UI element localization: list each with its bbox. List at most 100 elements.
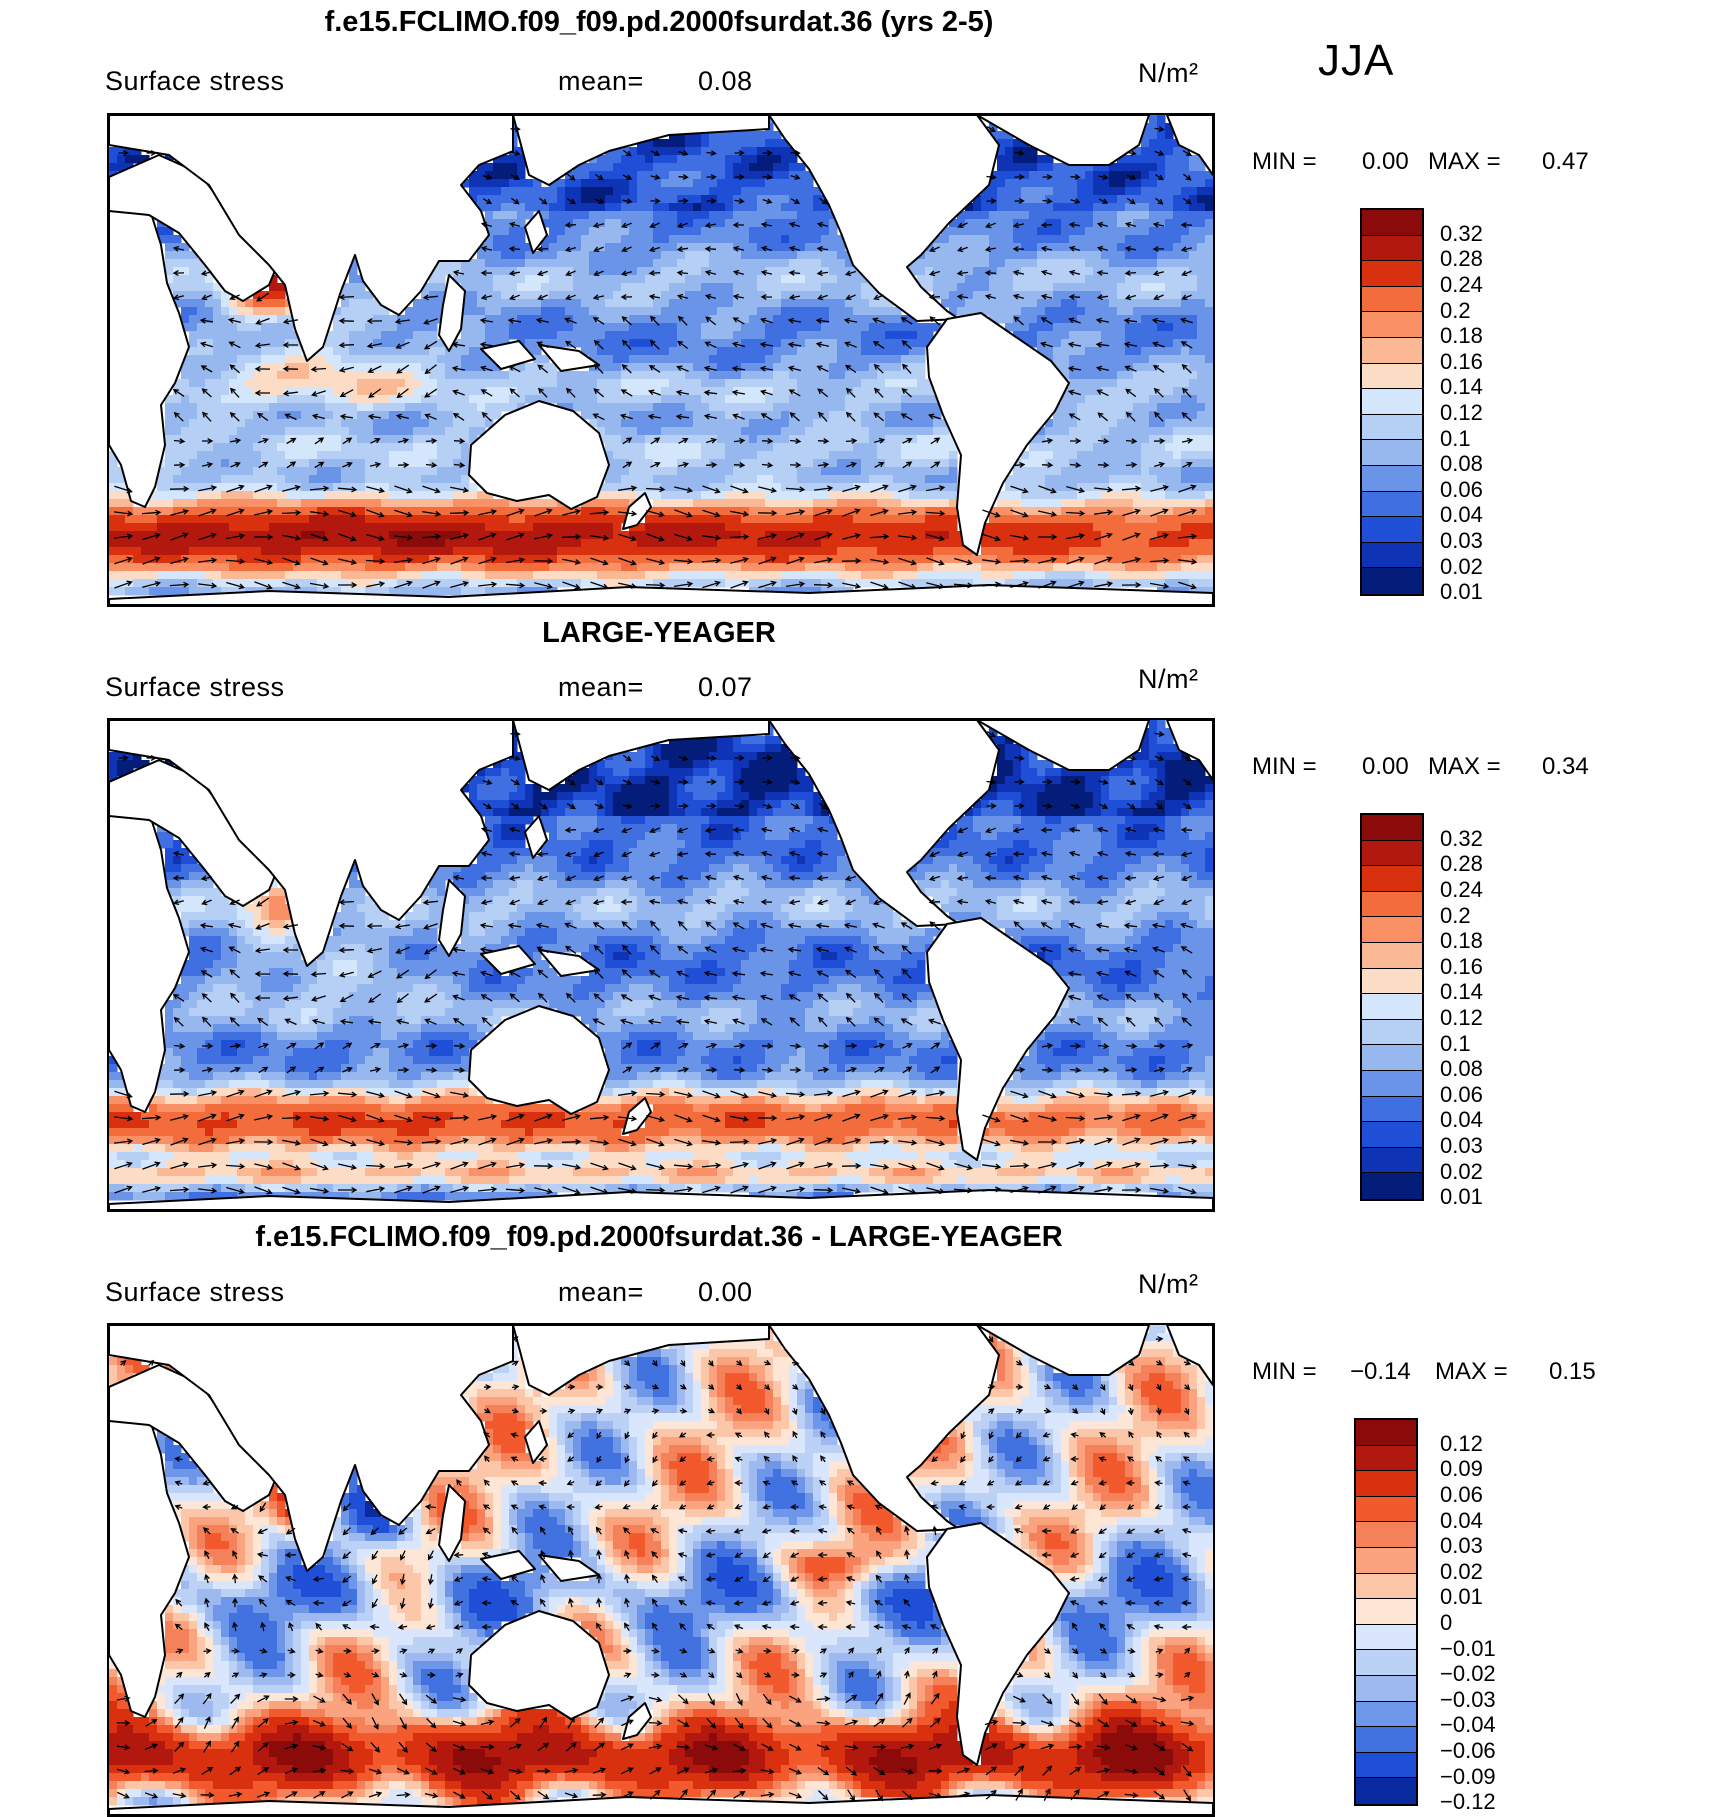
colorbar-swatch [1356,1702,1416,1728]
colorbar-tick-label: 0.03 [1440,1133,1483,1159]
panel-3-map-canvas [109,1325,1213,1815]
colorbar-swatch [1362,236,1422,262]
colorbar-swatch [1356,1650,1416,1676]
colorbar-tick-label: 0.02 [1440,1559,1483,1585]
colorbar-swatch [1362,815,1422,841]
panel-1-map-canvas [109,115,1213,605]
panel-2-min-label: MIN = [1252,753,1317,781]
colorbar-swatch [1356,1522,1416,1548]
colorbar-swatch [1356,1446,1416,1472]
colorbar-tick-label: −0.03 [1440,1687,1496,1713]
colorbar-tick-label: 0.18 [1440,323,1483,349]
panel-2-colorbar [1360,813,1424,1201]
colorbar-swatch [1362,892,1422,918]
colorbar-swatch [1356,1753,1416,1779]
colorbar-tick-label: 0.08 [1440,451,1483,477]
colorbar-tick-label: 0.32 [1440,221,1483,247]
colorbar-tick-label: −0.02 [1440,1661,1496,1687]
colorbar-tick-label: 0.12 [1440,400,1483,426]
colorbar-swatch [1356,1471,1416,1497]
colorbar-swatch [1356,1420,1416,1446]
panel-1-field-label: Surface stress [105,66,285,97]
colorbar-tick-label: 0.06 [1440,1082,1483,1108]
colorbar-tick-label: 0.18 [1440,928,1483,954]
colorbar-tick-label: 0 [1440,1610,1452,1636]
panel-3-mean-label: mean= [558,1277,644,1308]
panel-3-min-label: MIN = [1252,1358,1317,1386]
colorbar-swatch [1356,1599,1416,1625]
colorbar-swatch [1356,1548,1416,1574]
colorbar-tick-label: 0.09 [1440,1456,1483,1482]
panel-3-colorbar [1354,1418,1418,1806]
colorbar-tick-label: 0.04 [1440,1107,1483,1133]
colorbar-tick-label: 0.16 [1440,349,1483,375]
colorbar-tick-label: −0.12 [1440,1789,1496,1815]
panel-3-max-value: 0.15 [1549,1358,1596,1386]
colorbar-swatch [1362,338,1422,364]
colorbar-swatch [1356,1676,1416,1702]
colorbar-swatch [1362,1097,1422,1123]
panel-1-mean-label: mean= [558,66,644,97]
colorbar-swatch [1362,389,1422,415]
panel-1-colorbar [1360,208,1424,596]
panel-3-units: N/m² [1138,1269,1198,1300]
panel-1-max-value: 0.47 [1542,148,1589,176]
panel-3-max-label: MAX = [1435,1358,1508,1386]
colorbar-swatch [1356,1727,1416,1753]
colorbar-tick-label: 0.08 [1440,1056,1483,1082]
colorbar-tick-label: 0.02 [1440,1159,1483,1185]
colorbar-swatch [1362,994,1422,1020]
colorbar-tick-label: 0.01 [1440,1184,1483,1210]
colorbar-tick-label: 0.24 [1440,877,1483,903]
colorbar-swatch [1362,866,1422,892]
colorbar-tick-label: −0.06 [1440,1738,1496,1764]
panel-1-mean-value: 0.08 [698,66,753,97]
colorbar-tick-label: 0.04 [1440,502,1483,528]
colorbar-tick-label: 0.1 [1440,1031,1471,1057]
colorbar-swatch [1356,1497,1416,1523]
colorbar-tick-label: 0.24 [1440,272,1483,298]
colorbar-tick-label: 0.03 [1440,1533,1483,1559]
colorbar-tick-label: 0.2 [1440,298,1471,324]
colorbar-tick-label: 0.12 [1440,1005,1483,1031]
colorbar-tick-label: −0.04 [1440,1712,1496,1738]
panel-2-title: LARGE-YEAGER [542,617,776,650]
panel-2-max-value: 0.34 [1542,753,1589,781]
panel-2-min-value: 0.00 [1362,753,1409,781]
colorbar-swatch [1362,841,1422,867]
colorbar-swatch [1362,440,1422,466]
panel-3-min-value: −0.14 [1350,1358,1411,1386]
colorbar-swatch [1362,466,1422,492]
colorbar-swatch [1362,543,1422,569]
colorbar-tick-label: 0.32 [1440,826,1483,852]
panel-1-units: N/m² [1138,58,1198,89]
colorbar-swatch [1362,568,1422,594]
colorbar-swatch [1362,1173,1422,1199]
season-label: JJA [1318,36,1394,86]
colorbar-tick-label: 0.12 [1440,1431,1483,1457]
panel-1-min-label: MIN = [1252,148,1317,176]
colorbar-swatch [1356,1625,1416,1651]
colorbar-swatch [1362,1071,1422,1097]
panel-1-title: f.e15.FCLIMO.f09_f09.pd.2000fsurdat.36 (… [325,6,994,39]
panel-3-mean-value: 0.00 [698,1277,753,1308]
colorbar-swatch [1362,1045,1422,1071]
colorbar-tick-label: 0.04 [1440,1508,1483,1534]
colorbar-tick-label: 0.16 [1440,954,1483,980]
panel-2-field-label: Surface stress [105,672,285,703]
colorbar-tick-label: 0.28 [1440,851,1483,877]
panel-2-map [107,718,1215,1212]
colorbar-tick-label: 0.28 [1440,246,1483,272]
colorbar-swatch [1356,1778,1416,1804]
colorbar-tick-label: −0.01 [1440,1636,1496,1662]
colorbar-swatch [1362,287,1422,313]
colorbar-swatch [1362,969,1422,995]
colorbar-tick-label: 0.2 [1440,903,1471,929]
panel-1-min-value: 0.00 [1362,148,1409,176]
colorbar-tick-label: 0.01 [1440,579,1483,605]
panel-1-max-label: MAX = [1428,148,1501,176]
colorbar-swatch [1362,943,1422,969]
panel-3-title: f.e15.FCLIMO.f09_f09.pd.2000fsurdat.36 -… [255,1221,1062,1254]
colorbar-swatch [1356,1574,1416,1600]
panel-2-mean-value: 0.07 [698,672,753,703]
